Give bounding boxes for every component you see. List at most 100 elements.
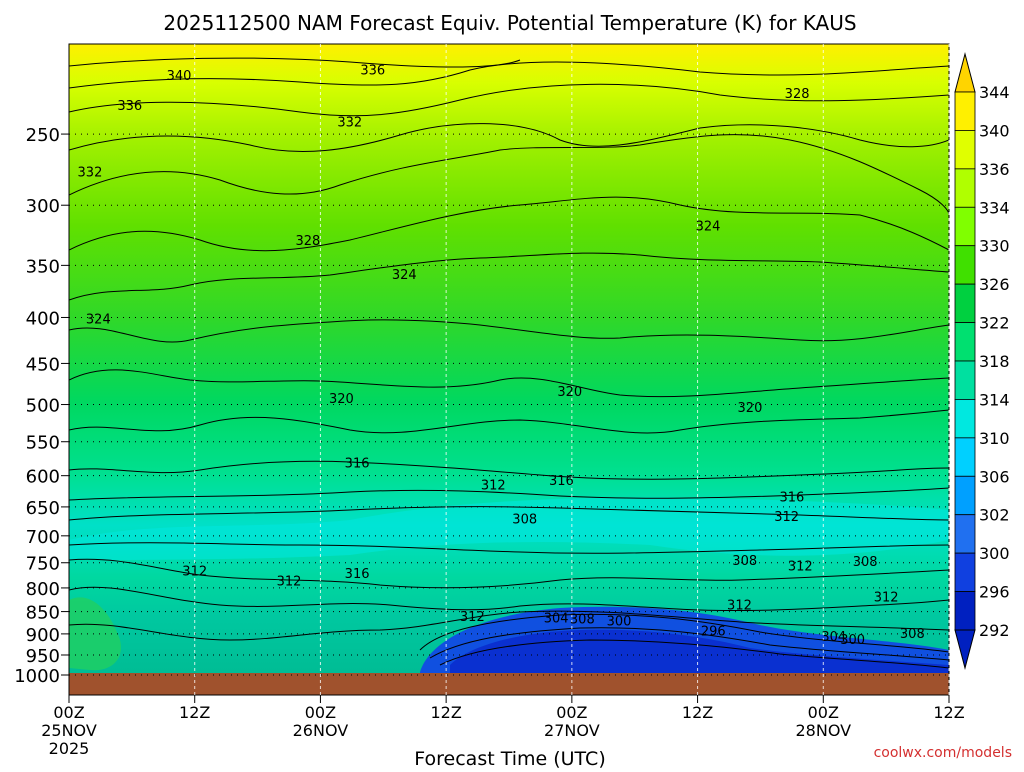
contour-label: 316 <box>345 567 370 582</box>
y-tick-label: 500 <box>26 396 60 417</box>
contour-label: 296 <box>701 624 726 639</box>
x-tick-label: 00Z <box>305 703 336 722</box>
contour-label: 312 <box>277 575 302 590</box>
y-tick-label: 550 <box>26 433 60 454</box>
y-axis: 2503003504004505005506006507007508008509… <box>14 125 69 687</box>
chart-title: 2025112500 NAM Forecast Equiv. Potential… <box>163 11 856 35</box>
colorbar: 344 340 336 334 330 326 322 318 314 310 306 302 300 2… <box>954 52 1010 670</box>
contour-label: 312 <box>460 610 485 625</box>
contour-label: 300 <box>607 615 632 630</box>
contour-label: 328 <box>785 87 810 102</box>
x-tick-label: 12Z <box>430 703 461 722</box>
contour-label: 312 <box>727 599 752 614</box>
contour-label: 320 <box>557 385 582 400</box>
colorbar-segment <box>954 399 976 439</box>
colorbar-segment <box>954 360 976 400</box>
contour-label: 308 <box>853 555 878 570</box>
y-tick-label: 750 <box>26 554 60 575</box>
field-background <box>69 44 949 695</box>
contour-label: 324 <box>392 268 417 283</box>
colorbar-segment <box>954 322 976 362</box>
x-tick-date: 27NOV <box>544 721 600 740</box>
colorbar-segment <box>954 552 976 592</box>
colorbar-label: 330 <box>979 237 1010 256</box>
colorbar-segment <box>954 91 976 131</box>
contour-label: 336 <box>360 64 385 79</box>
colorbar-label: 326 <box>979 275 1010 294</box>
y-tick-label: 600 <box>26 467 60 488</box>
colorbar-bottom-arrow <box>954 629 976 670</box>
colorbar-segment <box>954 283 976 323</box>
colorbar-label: 314 <box>979 390 1010 409</box>
x-tick-label: 12Z <box>682 703 713 722</box>
contour-label: 328 <box>295 234 320 249</box>
plot-area <box>69 44 949 695</box>
contour-label: 324 <box>86 312 111 327</box>
colorbar-label: 302 <box>979 506 1010 525</box>
x-tick-label: 12Z <box>933 703 964 722</box>
contour-label: 324 <box>696 219 721 234</box>
x-tick-date: 28NOV <box>795 721 851 740</box>
colorbar-label: 336 <box>979 160 1010 179</box>
colorbar-label: 334 <box>979 198 1010 217</box>
colorbar-label: 344 <box>979 83 1010 102</box>
colorbar-segment <box>954 437 976 477</box>
x-tick-date: 26NOV <box>293 721 349 740</box>
y-tick-label: 350 <box>26 256 60 277</box>
y-tick-label: 250 <box>26 125 60 146</box>
contour-label: 308 <box>570 612 595 627</box>
contour-label: 304 <box>544 612 569 627</box>
contour-label: 300 <box>840 633 865 648</box>
contour-label: 340 <box>167 69 192 84</box>
contour-label: 308 <box>900 627 925 642</box>
contour-label: 332 <box>78 165 103 180</box>
y-tick-label: 450 <box>26 354 60 375</box>
contour-label: 316 <box>779 491 804 506</box>
colorbar-segment <box>954 130 976 170</box>
contour-label: 304 <box>821 630 846 645</box>
x-tick-label: 00Z <box>53 703 84 722</box>
colorbar-label: 318 <box>979 352 1010 371</box>
y-tick-label: 900 <box>26 625 60 646</box>
contour-label: 320 <box>738 401 763 416</box>
y-tick-label: 950 <box>26 646 60 667</box>
colorbar-label: 340 <box>979 121 1010 140</box>
contour-label: 308 <box>512 513 537 528</box>
low-level-left <box>69 597 121 671</box>
contour-labels: 340 336 328 336 332 332 324 328 324 324 320 320 320 3… <box>78 64 925 648</box>
contour-label: 312 <box>874 591 899 606</box>
contour-label: 312 <box>481 479 506 494</box>
y-tick-label: 300 <box>26 196 60 217</box>
colorbar-segment <box>954 245 976 285</box>
colorbar-segment <box>954 168 976 208</box>
colorbar-label: 300 <box>979 544 1010 563</box>
contour-label: 312 <box>182 564 207 579</box>
gridlines <box>69 44 950 695</box>
x-axis-label: Forecast Time (UTC) <box>414 748 605 768</box>
contour-label: 320 <box>329 392 354 407</box>
colorbar-label: 310 <box>979 429 1010 448</box>
x-tick-label: 12Z <box>179 703 210 722</box>
contour-label: 316 <box>549 474 574 489</box>
x-tick-label: 00Z <box>556 703 587 722</box>
x-tick-year: 2025 <box>49 739 90 758</box>
colorbar-segment <box>954 514 976 554</box>
colorbar-label: 296 <box>979 583 1010 602</box>
colorbar-label: 306 <box>979 467 1010 486</box>
contour-label: 312 <box>774 510 799 525</box>
y-tick-label: 400 <box>26 308 60 329</box>
y-tick-label: 800 <box>26 579 60 600</box>
terrain-ground <box>69 673 949 695</box>
y-tick-label: 850 <box>26 603 60 624</box>
x-tick-date: 25NOV <box>41 721 97 740</box>
colorbar-label: 322 <box>979 314 1010 333</box>
colorbar-segment <box>954 591 976 631</box>
colorbar-top-arrow <box>954 52 976 93</box>
x-tick-label: 00Z <box>808 703 839 722</box>
credit-text: coolwx.com/models <box>874 745 1012 761</box>
contour-label: 332 <box>337 115 362 130</box>
colorbar-label: 292 <box>979 621 1010 640</box>
